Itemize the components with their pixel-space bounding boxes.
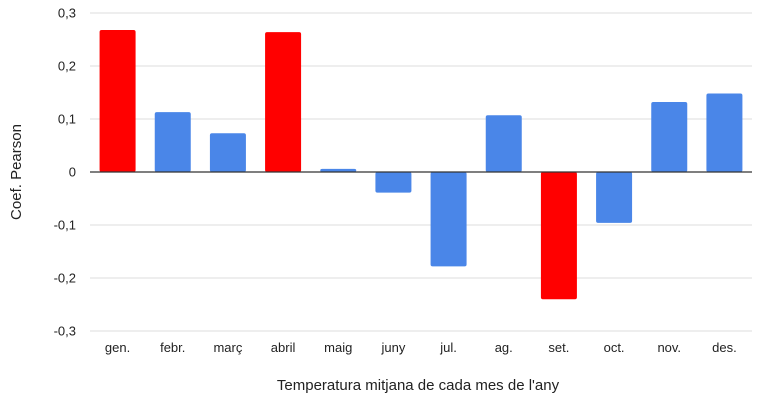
- x-axis-ticks: gen. febr. març abril maig juny jul. ag. set. oct…: [105, 340, 737, 355]
- bar-maig: [320, 168, 357, 172]
- y-tick-label: -0,2: [54, 271, 76, 286]
- x-tick-label: set.: [548, 340, 569, 355]
- x-tick-label: abril: [271, 340, 296, 355]
- bar-set: [540, 172, 577, 300]
- y-tick-label: -0,3: [54, 324, 76, 339]
- x-axis-title: Temperatura mitjana de cada mes de l'any: [277, 377, 560, 394]
- y-tick-label: 0,1: [58, 112, 76, 127]
- x-tick-label: juny: [380, 340, 405, 355]
- y-tick-label: 0: [69, 165, 76, 180]
- x-tick-label: maig: [324, 340, 352, 355]
- bar-abril: [265, 32, 302, 172]
- bar-oct: [596, 172, 633, 223]
- bars: [99, 29, 743, 300]
- gridlines: [90, 12, 752, 332]
- y-tick-label: 0,3: [58, 6, 76, 21]
- bar-ag: [485, 115, 522, 172]
- bar-jul: [430, 172, 467, 267]
- y-tick-label: -0,1: [54, 218, 76, 233]
- bar-febr: [154, 112, 191, 172]
- x-tick-label: ag.: [495, 340, 513, 355]
- bar-nov: [651, 102, 688, 172]
- x-tick-label: març: [213, 340, 242, 355]
- bar-juny: [375, 172, 412, 193]
- x-tick-label: gen.: [105, 340, 130, 355]
- y-axis-title: Coef. Pearson: [8, 124, 25, 220]
- x-tick-label: oct.: [604, 340, 625, 355]
- x-tick-label: nov.: [657, 340, 681, 355]
- y-axis-ticks: 0,3 0,2 0,1 0 -0,1 -0,2 -0,3: [54, 6, 76, 339]
- x-tick-label: febr.: [160, 340, 185, 355]
- bar-març: [209, 133, 246, 172]
- bar-gen: [99, 29, 136, 173]
- x-tick-label: des.: [712, 340, 737, 355]
- y-tick-label: 0,2: [58, 59, 76, 74]
- bar-des: [706, 93, 743, 172]
- x-tick-label: jul.: [439, 340, 457, 355]
